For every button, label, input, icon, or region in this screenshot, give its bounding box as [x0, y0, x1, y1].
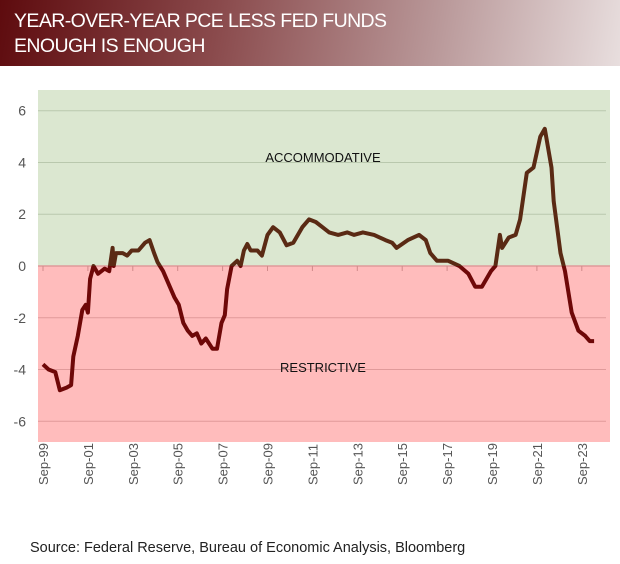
title-banner: YEAR-OVER-YEAR PCE LESS FED FUNDS ENOUGH… [0, 0, 620, 66]
x-tick-label: Sep-05 [171, 443, 186, 485]
y-tick-label: 2 [18, 206, 26, 222]
series-line-above-zero [91, 126, 566, 266]
x-tick-label: Sep-13 [350, 443, 365, 485]
y-tick-label: -2 [14, 310, 27, 326]
x-tick-label: Sep-19 [485, 443, 500, 485]
restrictive-label: RESTRICTIVE [280, 360, 366, 375]
y-tick-label: 6 [18, 103, 26, 119]
y-tick-label: 4 [18, 154, 26, 170]
x-tick-label: Sep-07 [216, 443, 231, 485]
x-tick-label: Sep-23 [575, 443, 590, 485]
y-tick-label: 0 [18, 258, 26, 274]
source-note: Source: Federal Reserve, Bureau of Econo… [30, 540, 466, 556]
x-tick-label: Sep-21 [530, 443, 545, 485]
restrictive-zone [38, 266, 610, 442]
y-tick-label: -4 [14, 362, 27, 378]
x-tick-label: Sep-03 [126, 443, 141, 485]
x-tick-label: Sep-99 [36, 443, 51, 485]
accommodative-label: ACCOMMODATIVE [265, 150, 381, 165]
y-tick-label: -6 [14, 413, 27, 429]
x-tick-label: Sep-15 [395, 443, 410, 485]
x-tick-label: Sep-11 [305, 444, 320, 485]
line-chart: 6 4 2 0 -2 -4 -6 Sep-99 Sep-01 Sep-03 Sep-05 Sep-07… [14, 90, 610, 485]
x-tick-label: Sep-09 [261, 443, 276, 485]
x-tick-label: Sep-17 [440, 443, 455, 485]
x-tick-label: Sep-01 [81, 443, 96, 485]
chart-subtitle: ENOUGH IS ENOUGH [14, 35, 205, 57]
chart-title: YEAR-OVER-YEAR PCE LESS FED FUNDS [14, 10, 387, 32]
